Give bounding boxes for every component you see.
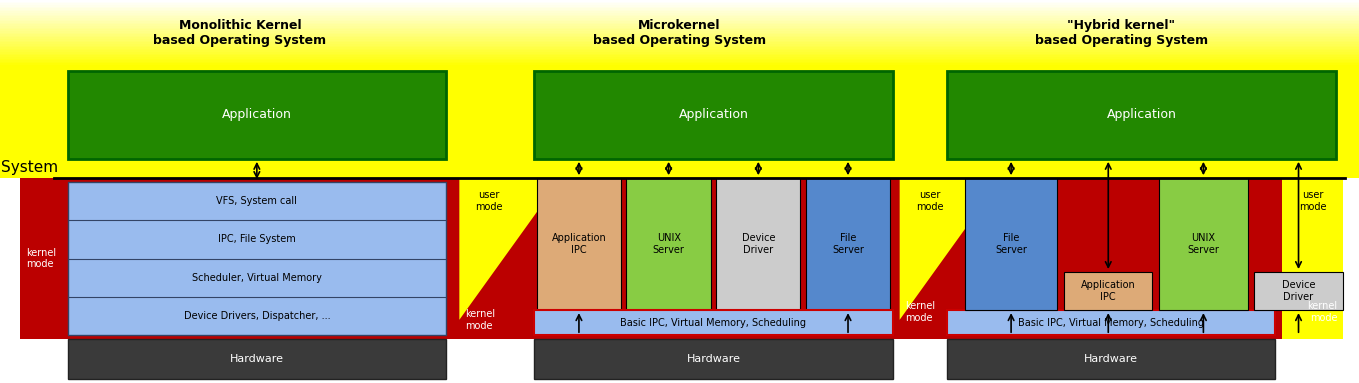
Bar <box>0 55 1359 57</box>
Text: Application
IPC: Application IPC <box>552 233 606 255</box>
Bar <box>0 5 1359 7</box>
Bar <box>965 178 1057 310</box>
Bar <box>626 178 711 310</box>
Text: File
Server: File Server <box>832 233 864 255</box>
Bar <box>0 2 1359 3</box>
Bar <box>0 34 1359 36</box>
Text: user
mode: user mode <box>1299 190 1326 212</box>
Bar <box>0 31 1359 33</box>
Bar <box>0 7 1359 8</box>
Text: Hardware: Hardware <box>230 354 284 364</box>
Text: Hardware: Hardware <box>1084 354 1137 364</box>
Text: Application: Application <box>678 108 749 121</box>
Text: user
mode: user mode <box>476 190 503 212</box>
Text: Microkernel
based Operating System: Microkernel based Operating System <box>593 18 766 47</box>
Bar <box>0 16 1359 18</box>
Bar <box>0 44 1359 46</box>
Text: kernel
mode: kernel mode <box>905 301 935 323</box>
Bar <box>900 178 1343 339</box>
Bar <box>0 54 1359 55</box>
Text: Basic IPC, Virtual Memory, Scheduling: Basic IPC, Virtual Memory, Scheduling <box>621 318 806 328</box>
Bar <box>0 52 1359 54</box>
Text: Application
IPC: Application IPC <box>1080 280 1136 302</box>
Bar <box>68 71 446 159</box>
Bar <box>0 0 1359 178</box>
Bar <box>716 178 800 310</box>
Bar <box>0 43 1359 44</box>
Bar <box>534 339 893 379</box>
Bar <box>0 64 1359 65</box>
Text: Basic IPC, Virtual Memory, Scheduling: Basic IPC, Virtual Memory, Scheduling <box>1018 318 1204 328</box>
Text: Application: Application <box>222 108 292 121</box>
Bar <box>68 339 446 379</box>
Text: Scheduler, Virtual Memory: Scheduler, Virtual Memory <box>192 273 322 283</box>
Bar <box>0 10 1359 11</box>
Bar <box>0 26 1359 28</box>
Bar <box>947 310 1275 335</box>
Bar <box>1159 178 1248 310</box>
Text: VFS, System call: VFS, System call <box>216 196 298 206</box>
Bar <box>0 46 1359 47</box>
Bar <box>0 59 1359 60</box>
Bar <box>1064 272 1152 310</box>
Bar <box>534 71 893 159</box>
Bar <box>0 65 1359 178</box>
Text: System: System <box>1 160 58 175</box>
Bar <box>0 33 1359 34</box>
Bar <box>0 0 1359 65</box>
Bar <box>0 51 1359 52</box>
Bar <box>0 18 1359 20</box>
Bar <box>0 20 1359 21</box>
Bar <box>0 60 1359 62</box>
Bar <box>68 182 446 335</box>
Text: Application: Application <box>1106 108 1177 121</box>
Text: File
Server: File Server <box>995 233 1027 255</box>
Bar <box>459 178 900 339</box>
Bar <box>0 0 1359 2</box>
Bar <box>0 28 1359 29</box>
Bar <box>537 178 621 310</box>
Text: UNIX
Server: UNIX Server <box>1188 233 1219 255</box>
Bar <box>20 178 459 339</box>
Polygon shape <box>459 178 561 320</box>
Text: Hardware: Hardware <box>686 354 741 364</box>
Bar <box>1282 178 1343 339</box>
Text: kernel
mode: kernel mode <box>1307 301 1337 323</box>
Text: Monolithic Kernel
based Operating System: Monolithic Kernel based Operating System <box>154 18 326 47</box>
Bar <box>0 57 1359 59</box>
Text: Device
Driver: Device Driver <box>742 233 775 255</box>
Text: "Hybrid kernel"
based Operating System: "Hybrid kernel" based Operating System <box>1034 18 1208 47</box>
Polygon shape <box>900 178 1002 320</box>
Bar <box>0 8 1359 10</box>
Text: kernel
mode: kernel mode <box>465 309 495 331</box>
Bar <box>0 3 1359 5</box>
Bar <box>0 47 1359 49</box>
Bar <box>0 13 1359 15</box>
Bar <box>0 29 1359 31</box>
Bar <box>0 39 1359 41</box>
Bar <box>0 38 1359 39</box>
Bar <box>0 49 1359 51</box>
Bar <box>0 15 1359 16</box>
Bar <box>806 178 890 310</box>
Bar <box>0 23 1359 25</box>
Text: Device Drivers, Dispatcher, ...: Device Drivers, Dispatcher, ... <box>183 311 330 321</box>
Bar <box>0 11 1359 13</box>
Text: Device
Driver: Device Driver <box>1282 280 1316 302</box>
Bar <box>947 339 1275 379</box>
Bar <box>534 310 893 335</box>
Bar <box>1254 272 1343 310</box>
Bar <box>0 25 1359 26</box>
Bar <box>0 0 1359 65</box>
Text: UNIX
Server: UNIX Server <box>652 233 685 255</box>
Text: user
mode: user mode <box>916 190 943 212</box>
Text: IPC, File System: IPC, File System <box>217 234 296 244</box>
Text: kernel
mode: kernel mode <box>26 248 56 269</box>
Bar <box>0 21 1359 23</box>
Bar <box>0 41 1359 43</box>
Bar <box>0 36 1359 38</box>
Bar <box>947 71 1336 159</box>
Bar <box>0 62 1359 64</box>
